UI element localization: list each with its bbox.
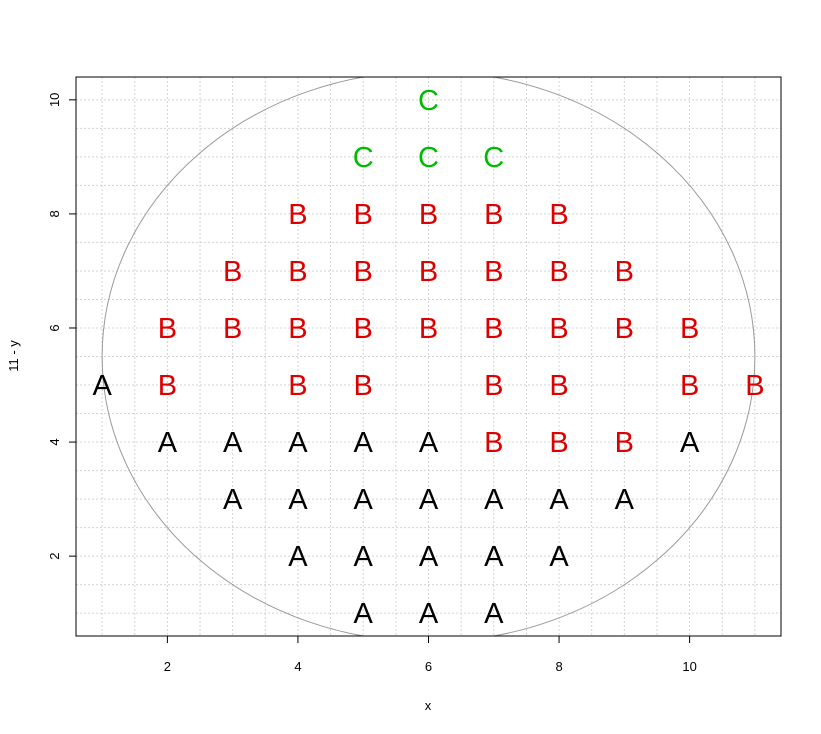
point-b: B	[615, 256, 634, 288]
point-b: B	[484, 313, 503, 345]
point-a: A	[419, 427, 439, 459]
point-b: B	[354, 370, 373, 402]
point-b: B	[549, 427, 568, 459]
point-b: B	[484, 256, 503, 288]
point-b: B	[158, 313, 177, 345]
y-tick-label: 10	[47, 93, 62, 107]
point-b: B	[288, 199, 307, 231]
y-tick-label: 2	[47, 553, 62, 560]
point-b: B	[223, 313, 242, 345]
grid	[76, 77, 781, 636]
point-b: B	[354, 313, 373, 345]
point-a: A	[484, 541, 504, 573]
boundary-circle	[101, 77, 756, 636]
point-b: B	[354, 199, 373, 231]
point-c: C	[353, 142, 374, 174]
point-b: B	[549, 370, 568, 402]
point-b: B	[549, 199, 568, 231]
point-a: A	[419, 541, 439, 573]
point-b: B	[223, 256, 242, 288]
data-points: A A AA A A A AA A A A A A AA A A A A B B B AA B B B B B B BB B B B B B B B…	[92, 85, 764, 630]
point-b: B	[419, 199, 438, 231]
point-a: A	[615, 484, 635, 516]
point-a: A	[223, 484, 243, 516]
point-a: A	[419, 484, 439, 516]
point-c: C	[418, 85, 439, 117]
point-b: B	[549, 313, 568, 345]
point-a: A	[158, 427, 178, 459]
point-a: A	[419, 598, 439, 630]
y-axis-title: 11 - y	[6, 340, 21, 372]
point-a: A	[680, 427, 700, 459]
x-tick-label: 6	[425, 659, 432, 674]
point-a: A	[354, 427, 374, 459]
point-a: A	[92, 370, 112, 402]
point-b: B	[288, 370, 307, 402]
point-a: A	[354, 484, 374, 516]
point-b: B	[288, 313, 307, 345]
y-tick-label: 6	[47, 324, 62, 331]
point-a: A	[288, 427, 308, 459]
point-b: B	[615, 427, 634, 459]
point-a: A	[288, 484, 308, 516]
x-tick-label: 10	[682, 659, 696, 674]
point-b: B	[615, 313, 634, 345]
point-c: C	[483, 142, 504, 174]
point-a: A	[354, 598, 374, 630]
boundary-ellipse	[101, 77, 756, 636]
point-b: B	[484, 199, 503, 231]
x-tick-label: 2	[164, 659, 171, 674]
x-axis-title: x	[425, 698, 432, 713]
x-tick-label: 4	[294, 659, 301, 674]
point-b: B	[745, 370, 764, 402]
y-tick-label: 8	[47, 210, 62, 217]
point-b: B	[419, 256, 438, 288]
point-a: A	[288, 541, 308, 573]
y-tick-label: 4	[47, 438, 62, 445]
point-a: A	[484, 598, 504, 630]
point-b: B	[680, 370, 699, 402]
point-a: A	[354, 541, 374, 573]
point-a: A	[549, 541, 569, 573]
point-a: A	[223, 427, 243, 459]
point-b: B	[484, 427, 503, 459]
x-tick-label: 8	[555, 659, 562, 674]
axes: 2 4 6 8 10 2 4 6 8 10	[47, 93, 697, 674]
point-b: B	[484, 370, 503, 402]
point-b: B	[549, 256, 568, 288]
point-b: B	[354, 256, 373, 288]
point-b: B	[288, 256, 307, 288]
point-b: B	[419, 313, 438, 345]
point-c: C	[418, 142, 439, 174]
point-a: A	[484, 484, 504, 516]
point-a: A	[549, 484, 569, 516]
point-b: B	[680, 313, 699, 345]
point-b: B	[158, 370, 177, 402]
